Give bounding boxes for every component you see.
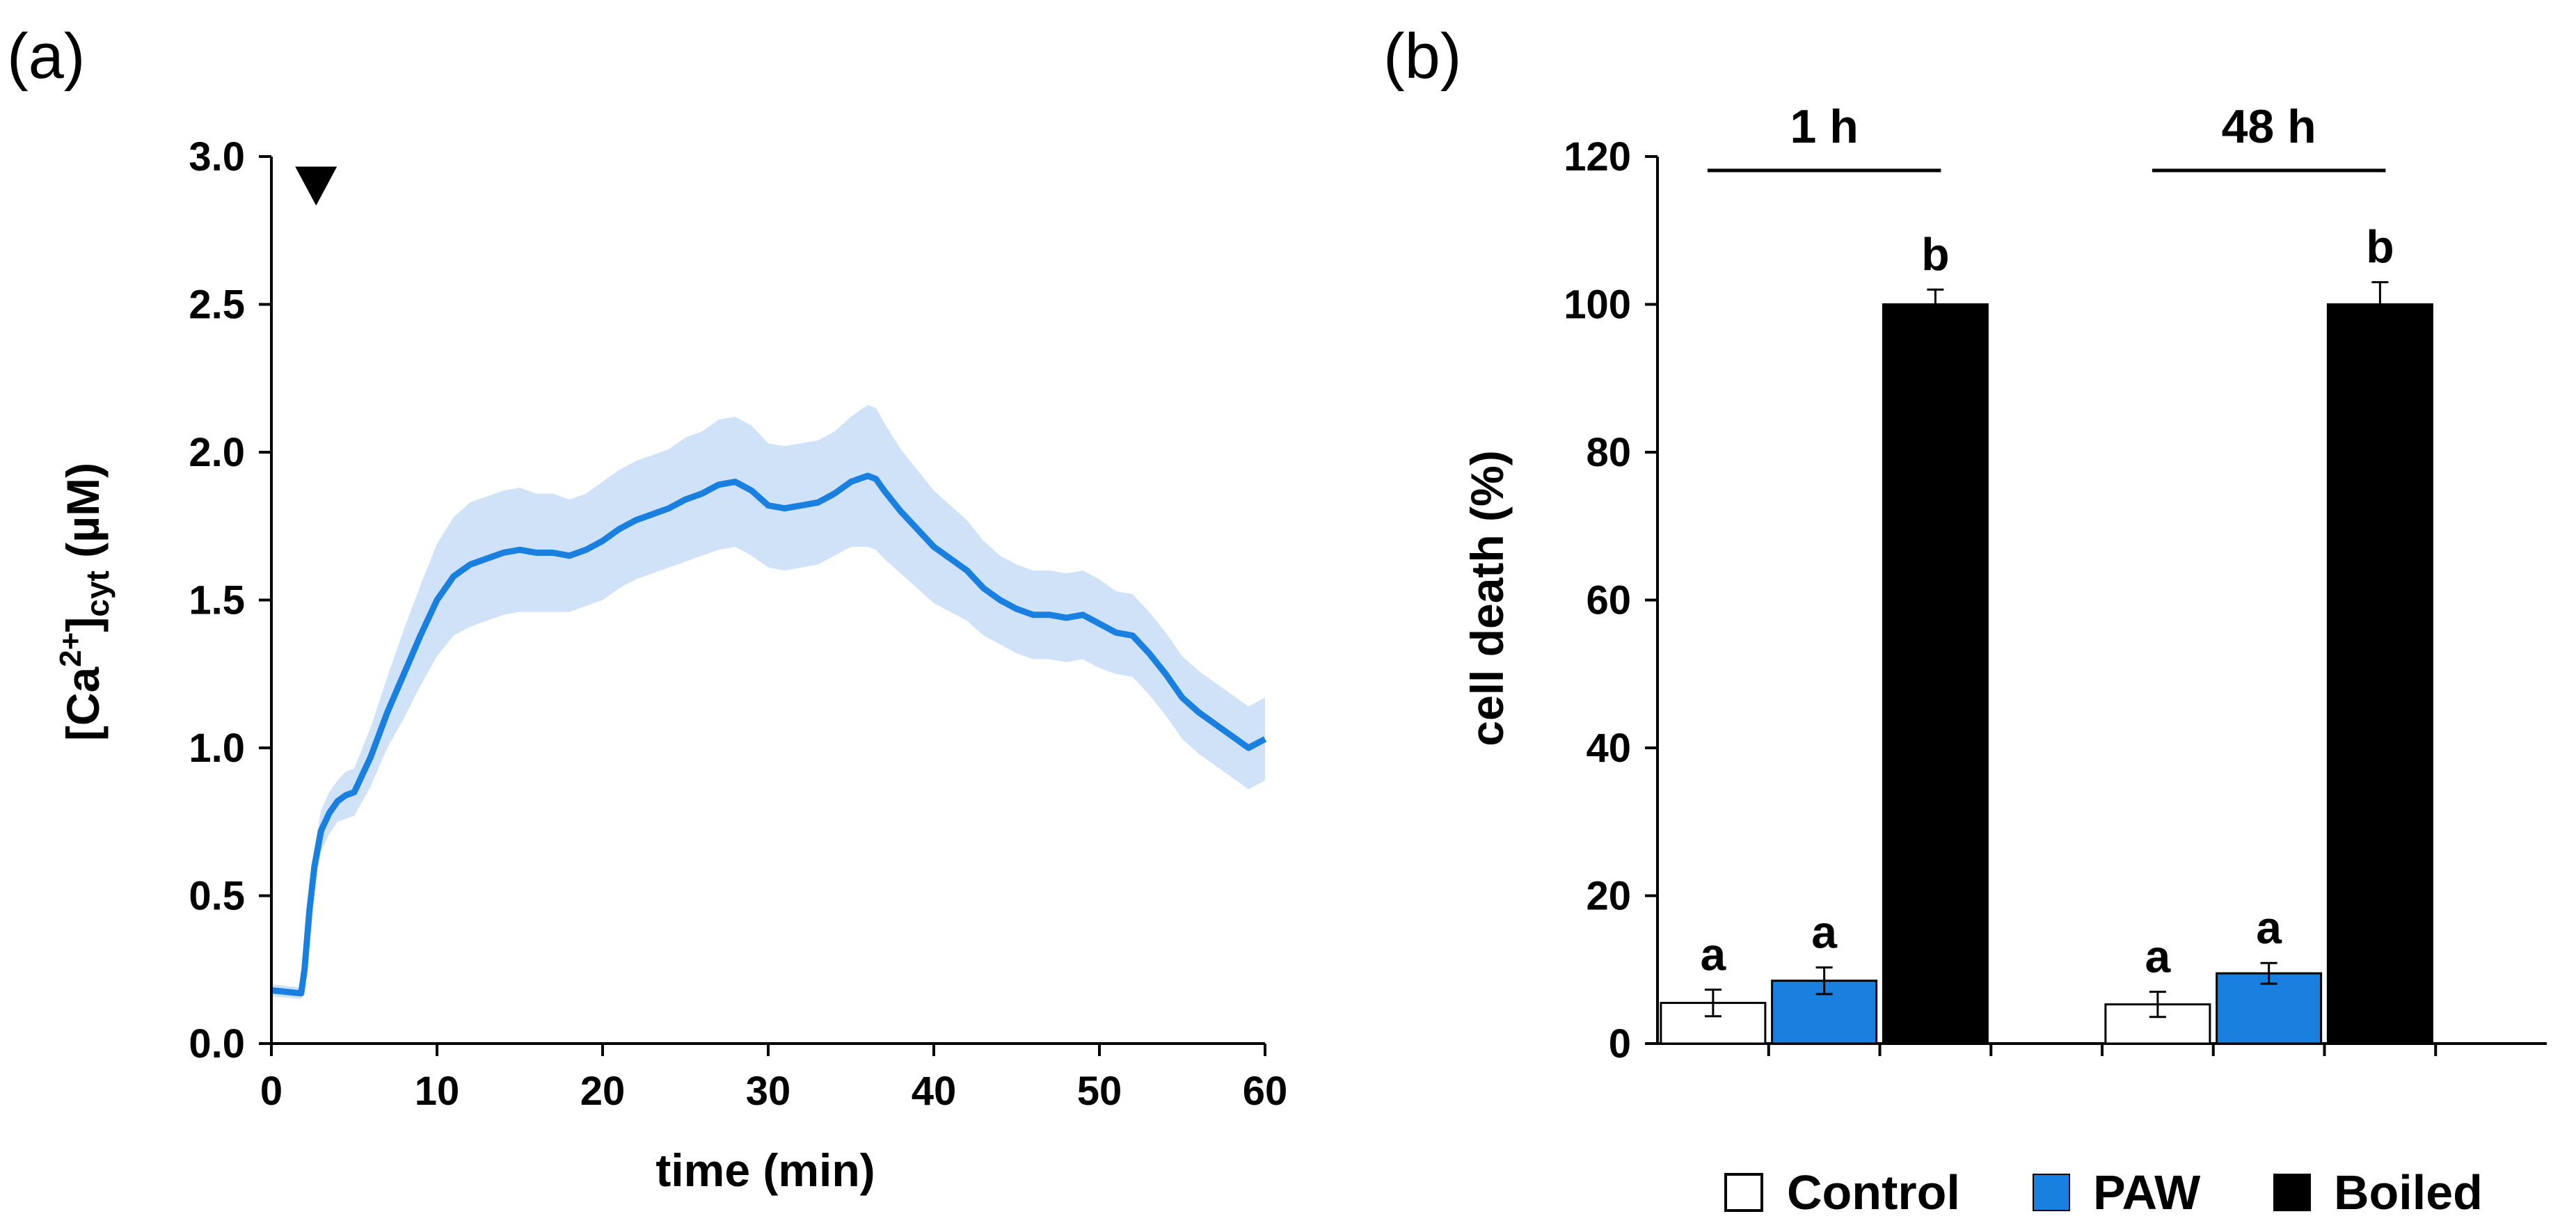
legend-swatch-boiled [2273, 1174, 2311, 1211]
y-tick-label: 1.0 [189, 726, 245, 771]
y-tick-label-b: 20 [1586, 874, 1631, 919]
legend-swatch-paw [2033, 1174, 2070, 1211]
y-tick-label-b: 0 [1609, 1021, 1631, 1067]
panel-a-line-chart: (a) 0.00.51.01.52.02.53.0 0 10 20 30 40 50 60 … [7, 21, 1287, 1196]
error-bar [2149, 991, 2166, 1019]
y-tick-label-b: 60 [1586, 578, 1631, 623]
y-tick-label: 3.0 [189, 134, 245, 179]
significance-letter: b [1921, 228, 1949, 280]
bar-paw-48h [2216, 972, 2323, 1045]
bar-paw-1h [1771, 980, 1878, 1045]
x-ticks: 0 10 20 30 40 50 60 [260, 1044, 1287, 1114]
y-axis-title-b: cell death (%) [1461, 450, 1513, 746]
x-axis-title: time (min) [655, 1144, 875, 1196]
y-tick-label: 2.0 [189, 430, 245, 475]
y-tick-label-b: 100 [1564, 282, 1631, 328]
mean-line [271, 472, 1267, 997]
x-tick-label: 20 [580, 1069, 626, 1114]
group-title: 1 h [1790, 100, 1859, 153]
y-ticks: 0.0 0.5 1.0 1.5 2.0 2.5 3.0 [189, 134, 271, 1067]
bar-plot-area: 0 20 40 60 80 100 120 a a b 1 h a a b 48 h [1564, 100, 2547, 1067]
x-tick-label: 30 [746, 1069, 791, 1114]
bar-control-1h [1660, 1002, 1767, 1045]
x-tick-label: 10 [415, 1069, 460, 1114]
error-bar [1704, 988, 1722, 1018]
error-bar [1927, 288, 1944, 321]
y-tick-label: 2.5 [189, 282, 245, 328]
y-axis-title: [Ca2+]cyt (µM) [54, 463, 116, 741]
legend-swatch-control [1724, 1173, 1763, 1212]
legend-label-boiled: Boiled [2334, 1165, 2483, 1220]
panel-b-label: (b) [1383, 21, 1461, 92]
bar-boiled-48h [2326, 303, 2433, 1045]
legend-label-control: Control [1787, 1165, 1960, 1220]
treatment-marker-icon [295, 166, 337, 206]
y-tick-label-b: 80 [1586, 430, 1631, 475]
panel-b-bar-chart: (b) cell death (%) 0 20 40 60 80 100 120 a a b 1 h… [1383, 21, 2547, 1067]
significance-letter: a [1811, 906, 1838, 958]
y-tick-label-b: 120 [1564, 134, 1631, 179]
legend: Control PAW Boiled [1724, 1165, 2483, 1220]
bar-boiled-1h [1882, 303, 1989, 1045]
significance-letter: a [2145, 931, 2172, 982]
sd-band [271, 405, 1265, 1000]
error-bar [2260, 961, 2277, 985]
significance-letter: b [2366, 221, 2394, 273]
group-title: 48 h [2222, 100, 2316, 153]
x-tick-label: 60 [1243, 1069, 1288, 1114]
x-tick-label: 0 [260, 1069, 283, 1114]
legend-label-paw: PAW [2093, 1165, 2200, 1220]
y-tick-label-b: 40 [1586, 726, 1631, 771]
y-tick-label: 0.0 [189, 1021, 245, 1067]
x-tick-label: 50 [1077, 1069, 1122, 1114]
significance-letter: a [1701, 928, 1727, 980]
error-bar [2371, 281, 2389, 328]
error-bar [1815, 966, 1833, 996]
panel-a-label: (a) [7, 21, 85, 92]
x-tick-label: 40 [912, 1069, 957, 1114]
y-tick-label: 0.5 [189, 874, 245, 919]
y-tick-label: 1.5 [189, 578, 245, 623]
significance-letter: a [2256, 902, 2282, 953]
